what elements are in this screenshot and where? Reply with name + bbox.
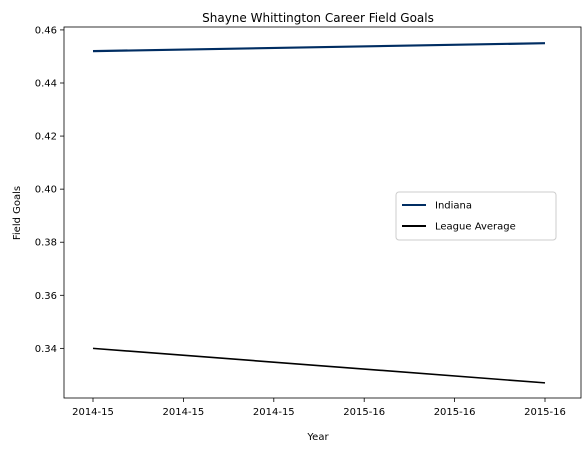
series-line-1 bbox=[93, 348, 545, 382]
y-tick-label: 0.46 bbox=[35, 25, 57, 36]
x-tick-label: 2014-15 bbox=[163, 407, 205, 418]
chart-title: Shayne Whittington Career Field Goals bbox=[202, 11, 434, 25]
y-tick-label: 0.34 bbox=[35, 344, 57, 355]
y-tick-label: 0.40 bbox=[35, 185, 57, 196]
x-tick-label: 2015-16 bbox=[524, 407, 566, 418]
x-tick-label: 2014-15 bbox=[253, 407, 295, 418]
legend-box bbox=[396, 192, 556, 240]
legend-label-0: Indiana bbox=[435, 201, 472, 212]
y-tick-label: 0.38 bbox=[35, 238, 57, 249]
series-line-0 bbox=[93, 43, 545, 51]
x-axis: 2014-15 2014-15 2014-15 2015-16 2015-16 2015-… bbox=[72, 398, 566, 418]
legend-label-1: League Average bbox=[435, 222, 516, 233]
legend: Indiana League Average bbox=[396, 192, 556, 240]
y-tick-label: 0.42 bbox=[35, 132, 57, 143]
y-axis-label: Field Goals bbox=[12, 186, 23, 240]
y-tick-label: 0.44 bbox=[35, 78, 57, 89]
x-tick-label: 2015-16 bbox=[434, 407, 476, 418]
y-axis: 0.34 0.36 0.38 0.40 0.42 0.44 0.46 bbox=[35, 25, 64, 354]
y-tick-label: 0.36 bbox=[35, 291, 57, 302]
x-axis-label: Year bbox=[306, 432, 329, 443]
x-tick-label: 2015-16 bbox=[343, 407, 385, 418]
x-tick-label: 2014-15 bbox=[72, 407, 114, 418]
